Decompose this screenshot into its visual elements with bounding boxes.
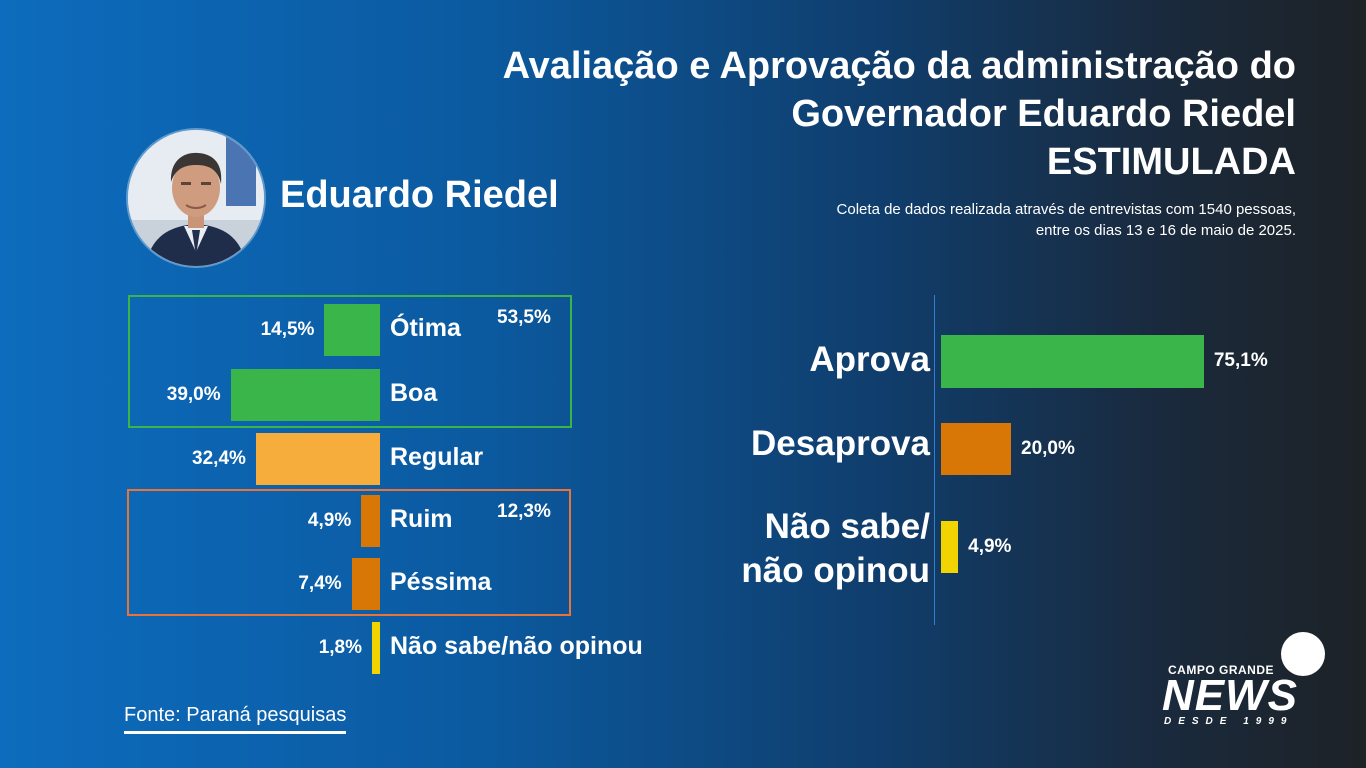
category-label-pessima: Péssima <box>390 568 492 596</box>
chart-title: Avaliação e Aprovação da administração d… <box>396 42 1296 186</box>
category-label-boa: Boa <box>390 379 438 407</box>
value-label-boa: 39,0% <box>166 384 221 405</box>
approval-axis-line <box>934 295 935 625</box>
title-line-2: Governador Eduardo Riedel <box>791 93 1296 135</box>
value-label-desaprova: 20,0% <box>1021 438 1075 459</box>
category-label-ruim: Ruim <box>390 505 453 533</box>
value-label-nao-sabe-nao-opinou: 4,9% <box>968 536 1012 557</box>
logo-top-text: CAMPO GRANDE <box>1168 663 1275 677</box>
bar-nao-sabe-nao-opinou <box>372 622 380 674</box>
category-label-desaprova: Desaprova <box>630 422 930 466</box>
bar-nao-sabe-nao-opinou <box>941 521 959 573</box>
value-label-otima: 14,5% <box>260 319 315 340</box>
category-label-otima: Ótima <box>390 314 461 342</box>
subtitle-line-2: entre os dias 13 e 16 de maio de 2025. <box>1035 222 1296 239</box>
logo-main-text: NEWS <box>1162 671 1298 720</box>
bar-regular <box>255 433 380 485</box>
bar-desaprova <box>941 423 1011 475</box>
value-label-pessima: 7,4% <box>298 573 342 594</box>
campo-grande-news-logo: CAMPO GRANDE NEWS DESDE 1999 <box>1158 632 1333 732</box>
category-label-line-aprova-1: Aprova <box>809 340 930 379</box>
category-label-line-nao-sabe-nao-opinou-2: não opinou <box>741 551 930 590</box>
value-label-nao-sabe-nao-opinou: 1,8% <box>318 637 362 658</box>
group-total-1: 53,5% <box>497 307 551 328</box>
value-label-regular: 32,4% <box>192 448 246 469</box>
person-name: Eduardo Riedel <box>280 174 559 216</box>
category-label-line-desaprova-1: Desaprova <box>751 424 930 463</box>
category-label-nao-sabe-nao-opinou: Não sabe/não opinou <box>390 632 643 660</box>
title-line-3: ESTIMULADA <box>1046 141 1296 183</box>
logo-dot-icon <box>1281 632 1325 676</box>
category-label-regular: Regular <box>390 443 484 471</box>
bar-pessima <box>351 558 380 610</box>
source-note: Fonte: Paraná pesquisas <box>124 704 347 734</box>
title-line-1: Avaliação e Aprovação da administração d… <box>502 45 1296 87</box>
value-label-aprova: 75,1% <box>1213 350 1268 371</box>
value-label-ruim: 4,9% <box>307 510 352 531</box>
person-portrait-icon <box>128 130 264 266</box>
group-box-1 <box>128 295 572 428</box>
category-label-nao-sabe-nao-opinou: Não sabe/não opinou <box>630 505 930 593</box>
group-total-2: 12,3% <box>497 501 551 522</box>
logo-sub-text: DESDE 1999 <box>1164 716 1294 727</box>
bar-boa <box>230 369 380 421</box>
category-label-line-nao-sabe-nao-opinou-1: Não sabe/ <box>764 507 930 546</box>
bar-ruim <box>361 495 380 547</box>
chart-subtitle: Coleta de dados realizada através de ent… <box>656 199 1296 241</box>
subtitle-line-1: Coleta de dados realizada através de ent… <box>836 201 1296 218</box>
bar-otima <box>324 304 380 356</box>
bar-aprova <box>941 335 1204 388</box>
category-label-aprova: Aprova <box>630 338 930 382</box>
group-box-2 <box>127 489 571 616</box>
avatar <box>128 130 264 266</box>
